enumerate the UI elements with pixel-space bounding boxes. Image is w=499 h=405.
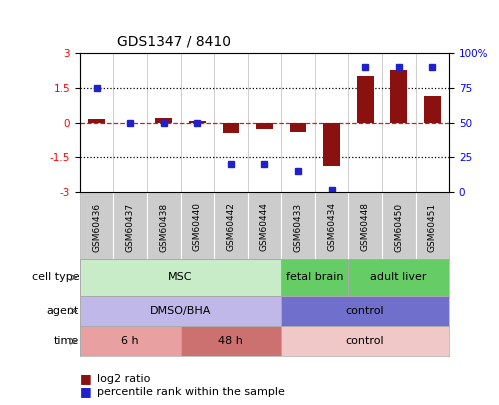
Text: GSM60451: GSM60451 (428, 202, 437, 252)
Text: fetal brain: fetal brain (286, 273, 344, 282)
Text: GSM60444: GSM60444 (260, 202, 269, 251)
Bar (424, 96, 441, 122)
Text: GSM60448: GSM60448 (361, 202, 370, 252)
Text: adult liver: adult liver (370, 273, 427, 282)
Text: percentile rank within the sample: percentile rank within the sample (97, 387, 285, 397)
Bar (281, 259, 348, 296)
Bar (155, 118, 172, 122)
Text: GSM60442: GSM60442 (227, 202, 236, 251)
Text: DMSO/BHA: DMSO/BHA (150, 306, 211, 316)
Bar (357, 76, 374, 122)
Bar (88, 119, 105, 122)
Bar (256, 122, 273, 130)
Bar (80, 296, 281, 326)
Text: cell type: cell type (31, 273, 79, 282)
Bar (348, 259, 449, 296)
Text: log2 ratio: log2 ratio (97, 374, 151, 384)
Text: GDS1347 / 8410: GDS1347 / 8410 (117, 35, 231, 49)
Bar (390, 70, 407, 122)
Text: GSM60450: GSM60450 (394, 202, 403, 252)
Text: agent: agent (47, 306, 79, 316)
Text: 48 h: 48 h (219, 336, 244, 346)
Bar (323, 122, 340, 166)
Text: GSM60437: GSM60437 (126, 202, 135, 252)
Text: control: control (346, 336, 385, 346)
Text: GSM60434: GSM60434 (327, 202, 336, 252)
Text: GSM60438: GSM60438 (159, 202, 168, 252)
Bar (289, 122, 306, 132)
Bar (181, 326, 281, 356)
Text: ■: ■ (80, 372, 92, 385)
Bar (80, 326, 181, 356)
Text: GSM60440: GSM60440 (193, 202, 202, 252)
Text: time: time (54, 336, 79, 346)
Bar (223, 122, 240, 133)
Bar (80, 259, 281, 296)
Bar (281, 296, 449, 326)
Text: 6 h: 6 h (121, 336, 139, 346)
Text: GSM60436: GSM60436 (92, 202, 101, 252)
Bar (281, 326, 449, 356)
Text: ■: ■ (80, 386, 92, 399)
Text: control: control (346, 306, 385, 316)
Text: MSC: MSC (168, 273, 193, 282)
Text: GSM60433: GSM60433 (293, 202, 302, 252)
